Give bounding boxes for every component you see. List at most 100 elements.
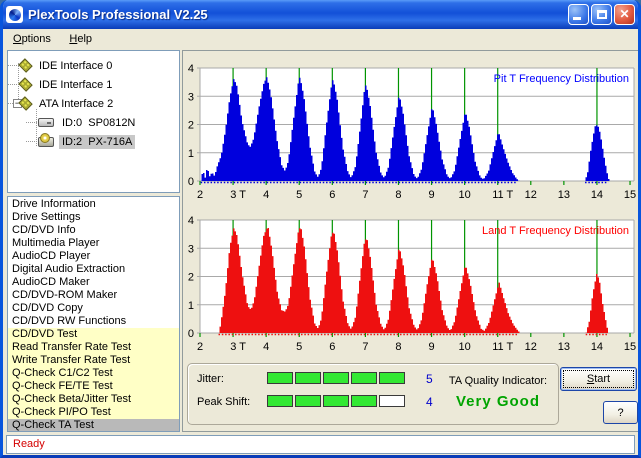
tree-connector	[26, 122, 37, 123]
tree-item-label: IDE Interface 1	[39, 78, 113, 91]
interface-chip-icon	[18, 77, 33, 92]
svg-text:3: 3	[188, 91, 194, 103]
svg-text:11 T: 11 T	[492, 189, 513, 201]
minimize-button[interactable]	[568, 4, 589, 25]
meter-segment	[351, 372, 377, 384]
peak-shift-meter	[267, 395, 405, 407]
svg-text:4: 4	[188, 215, 194, 227]
menubar: Options Help	[3, 29, 638, 48]
peak-shift-value: 4	[426, 395, 433, 409]
tree-item[interactable]: −ATA Interface 2	[8, 94, 179, 113]
svg-text:13: 13	[558, 341, 570, 353]
meter-segment	[295, 395, 321, 407]
meter-segment	[323, 395, 349, 407]
tree-item-label: ID:0 SP0812N	[62, 116, 136, 129]
function-list-item[interactable]: CD/DVD Copy	[12, 302, 83, 314]
function-list-item[interactable]: CD/DVD Info	[12, 224, 76, 236]
svg-text:7: 7	[362, 189, 368, 201]
hard-drive-icon	[38, 118, 54, 127]
app-icon	[6, 6, 23, 23]
function-list-item[interactable]: CD/DVD Test	[8, 328, 179, 341]
svg-text:2: 2	[188, 120, 194, 132]
svg-text:6: 6	[329, 189, 335, 201]
function-list-item[interactable]: Q-Check TA Test	[8, 419, 179, 431]
svg-text:15: 15	[624, 189, 636, 201]
ta-quality-label: TA Quality Indicator:	[448, 375, 548, 387]
tree-item-label: ATA Interface 2	[39, 97, 114, 110]
svg-text:0: 0	[188, 176, 194, 188]
svg-text:11 T: 11 T	[492, 341, 513, 353]
tree-item[interactable]: IDE Interface 1	[8, 75, 179, 94]
status-text: Ready	[13, 438, 45, 450]
svg-text:8: 8	[395, 341, 401, 353]
svg-text:15: 15	[624, 341, 636, 353]
svg-text:9: 9	[428, 189, 434, 201]
svg-text:5: 5	[296, 189, 302, 201]
svg-text:1: 1	[188, 300, 194, 312]
tree-guide-line	[36, 109, 37, 146]
function-list-item[interactable]: Q-Check PI/PO Test	[8, 406, 179, 419]
maximize-button[interactable]	[591, 4, 612, 25]
svg-text:7: 7	[362, 341, 368, 353]
svg-text:3: 3	[188, 243, 194, 255]
tree-connector	[8, 65, 19, 66]
function-list-item[interactable]: Read Transfer Rate Test	[8, 341, 179, 354]
close-button[interactable]: ✕	[614, 4, 635, 25]
svg-text:4: 4	[188, 63, 194, 75]
function-list: Drive Information Drive Settings CD/DVD In…	[7, 196, 180, 432]
svg-text:6: 6	[329, 341, 335, 353]
menu-help[interactable]: Help	[69, 33, 93, 45]
function-list-item[interactable]: CD/DVD RW Functions	[12, 315, 127, 327]
start-button[interactable]: Start	[560, 367, 637, 391]
function-list-item[interactable]: Q-Check C1/C2 Test	[8, 367, 179, 380]
tree-item-label: ID:2 PX-716A	[59, 134, 136, 149]
function-list-item[interactable]: Q-Check FE/TE Test	[8, 380, 179, 393]
svg-text:3 T: 3 T	[230, 189, 246, 201]
meter-segment	[351, 395, 377, 407]
function-list-item[interactable]: AudioCD Maker	[12, 276, 90, 288]
svg-text:4: 4	[263, 189, 269, 201]
tree-item[interactable]: ID:0 SP0812N	[8, 113, 179, 132]
tree-item[interactable]: IDE Interface 0	[8, 56, 179, 75]
meter-segment	[379, 395, 405, 407]
function-list-item[interactable]: Drive Information	[12, 198, 96, 210]
jitter-row: Jitter: 5	[188, 372, 558, 386]
meter-segment	[267, 372, 293, 384]
chart-title: Pit T Frequency Distribution	[494, 73, 629, 85]
tree-item[interactable]: ID:2 PX-716A	[8, 132, 179, 151]
function-list-item[interactable]: Drive Settings	[12, 211, 81, 223]
interface-chip-icon	[18, 58, 33, 73]
svg-text:2: 2	[197, 189, 203, 201]
meter-segment	[267, 395, 293, 407]
menu-options[interactable]: Options	[13, 33, 51, 45]
tree-connector	[26, 141, 37, 142]
meter-segment	[323, 372, 349, 384]
svg-text:2: 2	[188, 272, 194, 284]
tree-item-label: IDE Interface 0	[39, 59, 113, 72]
svg-text:0: 0	[188, 328, 194, 340]
meter-segment	[295, 372, 321, 384]
function-list-item[interactable]: Write Transfer Rate Test	[8, 354, 179, 367]
window-buttons: ✕	[568, 4, 635, 25]
function-list-item[interactable]: Q-Check Beta/Jitter Test	[8, 393, 179, 406]
svg-text:1: 1	[188, 148, 194, 160]
svg-text:8: 8	[395, 189, 401, 201]
titlebar[interactable]: PlexTools Professional V2.25 ✕	[3, 0, 638, 29]
function-list-item[interactable]: CD/DVD-ROM Maker	[12, 289, 118, 301]
function-list-item[interactable]: Digital Audio Extraction	[12, 263, 126, 275]
peak-shift-row: Peak Shift: 4	[188, 395, 558, 409]
tree-connector	[8, 84, 19, 85]
minimize-icon	[573, 17, 581, 20]
function-list-item[interactable]: Multimedia Player	[12, 237, 100, 249]
svg-text:10: 10	[459, 189, 471, 201]
peak-shift-label: Peak Shift:	[197, 396, 251, 408]
svg-text:3 T: 3 T	[230, 341, 246, 353]
device-tree: IDE Interface 0 IDE Interface 1 −ATA Inter…	[7, 50, 180, 193]
help-button[interactable]: ?	[603, 401, 638, 424]
svg-text:14: 14	[591, 189, 603, 201]
function-list-item[interactable]: AudioCD Player	[12, 250, 91, 262]
svg-text:5: 5	[296, 341, 302, 353]
ta-quality-value: Very Good	[455, 393, 541, 410]
